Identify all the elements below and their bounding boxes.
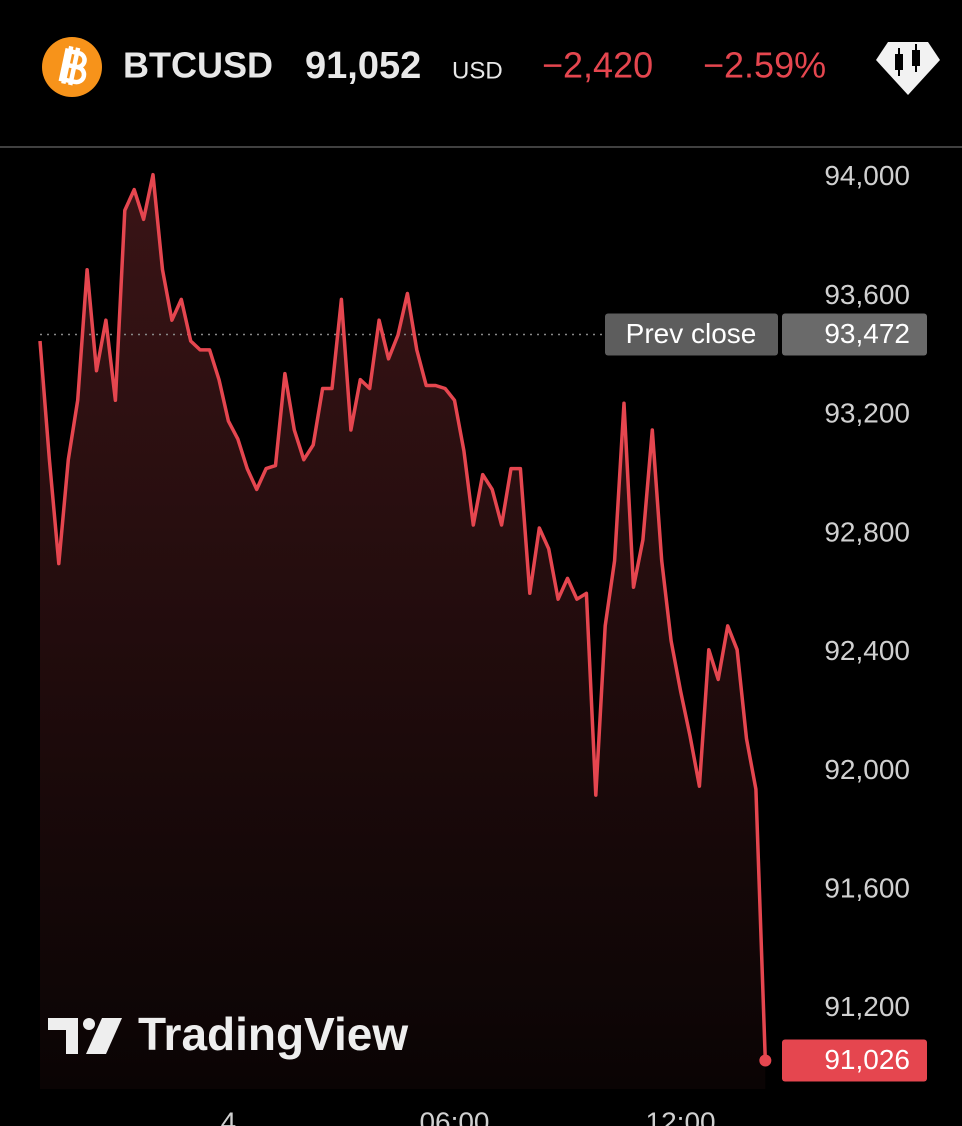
x-tick-label: 12:00 xyxy=(646,1106,716,1126)
logo-part xyxy=(48,1018,78,1054)
bitcoin-glyph xyxy=(58,45,87,86)
watermark: TradingView xyxy=(138,1008,408,1060)
y-tick-label: 93,200 xyxy=(824,398,910,429)
last-price-label: 91,026 xyxy=(824,1044,910,1075)
prev-close-label: 93,472 xyxy=(824,318,910,349)
price: 91,052 xyxy=(305,45,421,87)
chart-type-button[interactable] xyxy=(876,42,940,95)
y-tick-label: 92,800 xyxy=(824,516,910,547)
last-point xyxy=(759,1054,772,1067)
y-tick-label: 94,000 xyxy=(824,160,910,191)
y-tick-label: 91,200 xyxy=(824,991,910,1022)
prev-close-title: Prev close xyxy=(626,318,757,349)
button-shape xyxy=(876,42,940,95)
y-tick-label: 91,600 xyxy=(824,873,910,904)
prev-close-box xyxy=(782,313,927,356)
watermark-logo xyxy=(48,1018,122,1054)
price-line xyxy=(38,172,768,1061)
symbol: BTCUSD xyxy=(123,45,273,86)
currency: USD xyxy=(452,57,503,84)
logo-part xyxy=(83,1018,95,1030)
y-tick-label: 92,400 xyxy=(824,635,910,666)
change: −2,420 xyxy=(542,45,653,86)
last-price-box xyxy=(782,1039,927,1082)
logo-part xyxy=(86,1018,122,1054)
x-tick-label: 06:00 xyxy=(419,1106,489,1126)
y-tick-label: 92,000 xyxy=(824,754,910,785)
prev-close-title-box xyxy=(605,313,778,356)
area xyxy=(40,174,766,1089)
x-tick-label: 4 xyxy=(221,1106,237,1126)
change-percent: −2.59% xyxy=(703,45,826,86)
y-tick-label: 93,600 xyxy=(824,279,910,310)
